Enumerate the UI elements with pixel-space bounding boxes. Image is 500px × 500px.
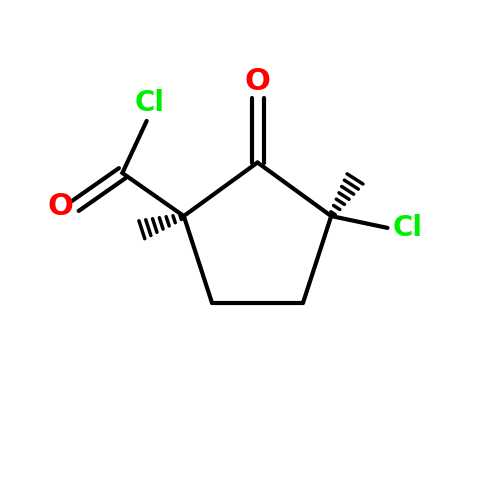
Text: O: O: [244, 67, 270, 96]
Text: O: O: [48, 192, 73, 220]
Text: Cl: Cl: [134, 90, 164, 118]
Text: Cl: Cl: [392, 214, 422, 242]
